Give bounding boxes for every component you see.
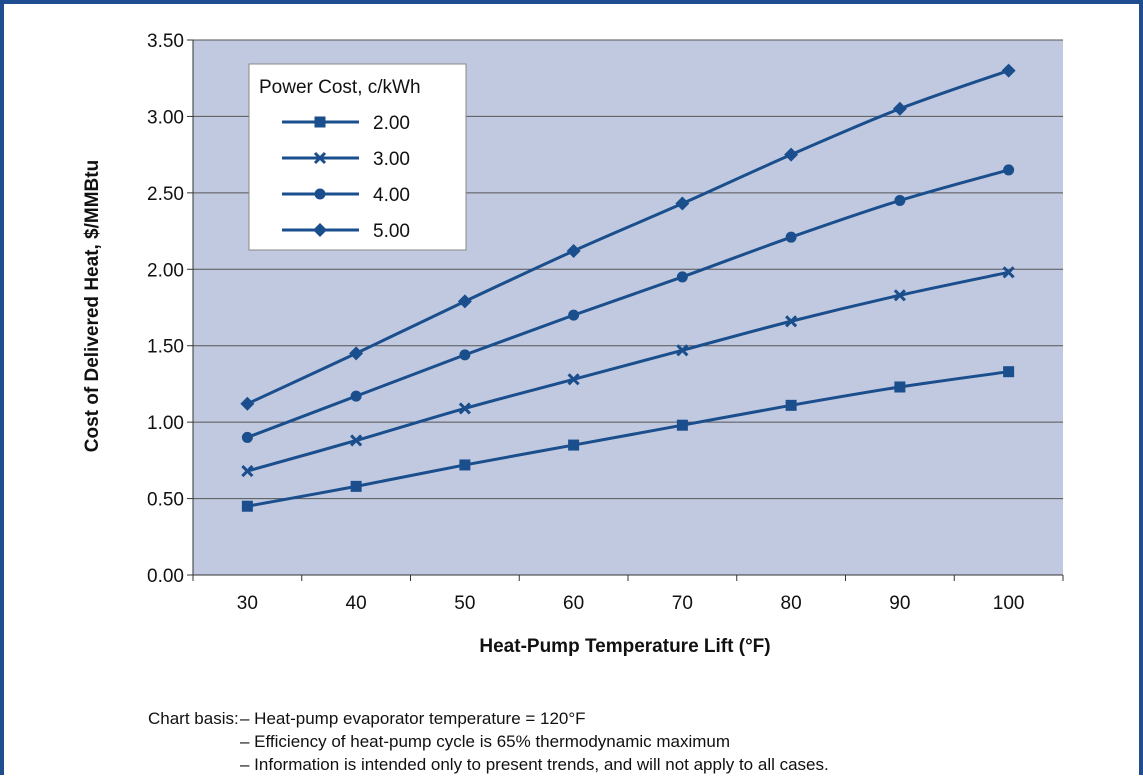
- note-line-2: – Efficiency of heat-pump cycle is 65% t…: [240, 732, 731, 751]
- legend-marker: [314, 116, 326, 128]
- data-point: [676, 419, 688, 431]
- data-point: [1003, 366, 1015, 378]
- note-line-1: – Heat-pump evaporator temperature = 120…: [240, 709, 586, 728]
- x-tick-label: 80: [781, 593, 802, 614]
- notes-label: Chart basis:: [148, 709, 239, 728]
- y-tick-label: 1.50: [147, 337, 184, 358]
- legend: Power Cost, c/kWh 2.00 3.00 4.00 5.00: [248, 63, 467, 251]
- series-line: [246, 270, 1009, 473]
- data-point: [1003, 164, 1015, 176]
- data-point: [567, 373, 580, 386]
- legend-item: 3.00: [282, 149, 410, 170]
- data-point: [241, 500, 253, 512]
- legend-item: 4.00: [282, 185, 410, 206]
- series-5.00: [240, 63, 1016, 411]
- data-point: [240, 396, 255, 411]
- data-point: [1002, 266, 1015, 279]
- y-tick-label: 3.00: [147, 107, 184, 128]
- data-point: [893, 289, 906, 302]
- y-tick-label: 1.00: [147, 413, 184, 434]
- x-tick-label: 30: [237, 593, 258, 614]
- data-point: [457, 294, 472, 309]
- series-line: [247, 370, 1009, 508]
- legend-label: 5.00: [373, 221, 410, 242]
- data-point: [459, 459, 471, 471]
- data-point: [1001, 63, 1016, 78]
- x-axis-title: Heat-Pump Temperature Lift (°F): [479, 636, 770, 657]
- series-4.00: [241, 164, 1015, 443]
- data-point: [785, 315, 798, 328]
- data-point: [241, 431, 253, 443]
- legend-item: 2.00: [282, 113, 410, 134]
- y-tick-label: 0.50: [147, 490, 184, 511]
- data-point: [785, 399, 797, 411]
- data-point: [459, 349, 471, 361]
- series: [240, 63, 1016, 512]
- data-point: [568, 309, 580, 321]
- legend-marker: [314, 188, 326, 200]
- data-point: [785, 231, 797, 243]
- x-tick-label: 60: [563, 593, 584, 614]
- series-line: [246, 69, 1010, 406]
- data-point: [892, 101, 907, 116]
- series-line: [246, 168, 1010, 439]
- legend-item: 5.00: [282, 221, 410, 242]
- legend-label: 4.00: [373, 185, 410, 206]
- y-tick-label: 2.50: [147, 184, 184, 205]
- x-tick-label: 40: [346, 593, 367, 614]
- legend-label: 3.00: [373, 149, 410, 170]
- data-point: [350, 434, 363, 447]
- y-tick-label: 0.00: [147, 566, 184, 587]
- legend-marker: [313, 223, 327, 237]
- y-tick-label: 3.50: [147, 31, 184, 52]
- data-point: [566, 243, 581, 258]
- x-tick-label: 70: [672, 593, 693, 614]
- data-point: [676, 271, 688, 283]
- legend-title: Power Cost, c/kWh: [259, 77, 421, 98]
- chart: 0.00 0.50 1.00 1.50 2.00 2.50 3.00 3.50 30 40 50 60…: [82, 31, 1064, 657]
- data-point: [241, 464, 254, 478]
- series-2.00: [241, 366, 1015, 512]
- data-point: [894, 381, 906, 393]
- data-point: [675, 196, 690, 211]
- data-point: [350, 390, 362, 402]
- data-point: [894, 195, 906, 206]
- y-axis-title: Cost of Delivered Heat, $/MMBtu: [82, 160, 103, 452]
- data-point: [784, 147, 799, 162]
- x-tick-label: 50: [454, 593, 475, 614]
- legend-marker: [313, 151, 327, 165]
- series-3.00: [241, 266, 1015, 478]
- note-line-3: – Information is intended only to presen…: [240, 755, 829, 774]
- data-point: [676, 344, 689, 357]
- legend-label: 2.00: [373, 113, 410, 134]
- data-point: [350, 480, 362, 492]
- axes: 0.00 0.50 1.00 1.50 2.00 2.50 3.00 3.50 30 40 50 60…: [147, 31, 1064, 614]
- y-tick-label: 2.00: [147, 260, 184, 281]
- chart-notes: Chart basis:– Heat-pump evaporator tempe…: [148, 707, 829, 776]
- x-tick-label: 90: [889, 593, 910, 614]
- data-point: [349, 346, 364, 361]
- data-point: [458, 402, 471, 415]
- data-point: [568, 439, 580, 451]
- x-tick-label: 100: [993, 593, 1025, 614]
